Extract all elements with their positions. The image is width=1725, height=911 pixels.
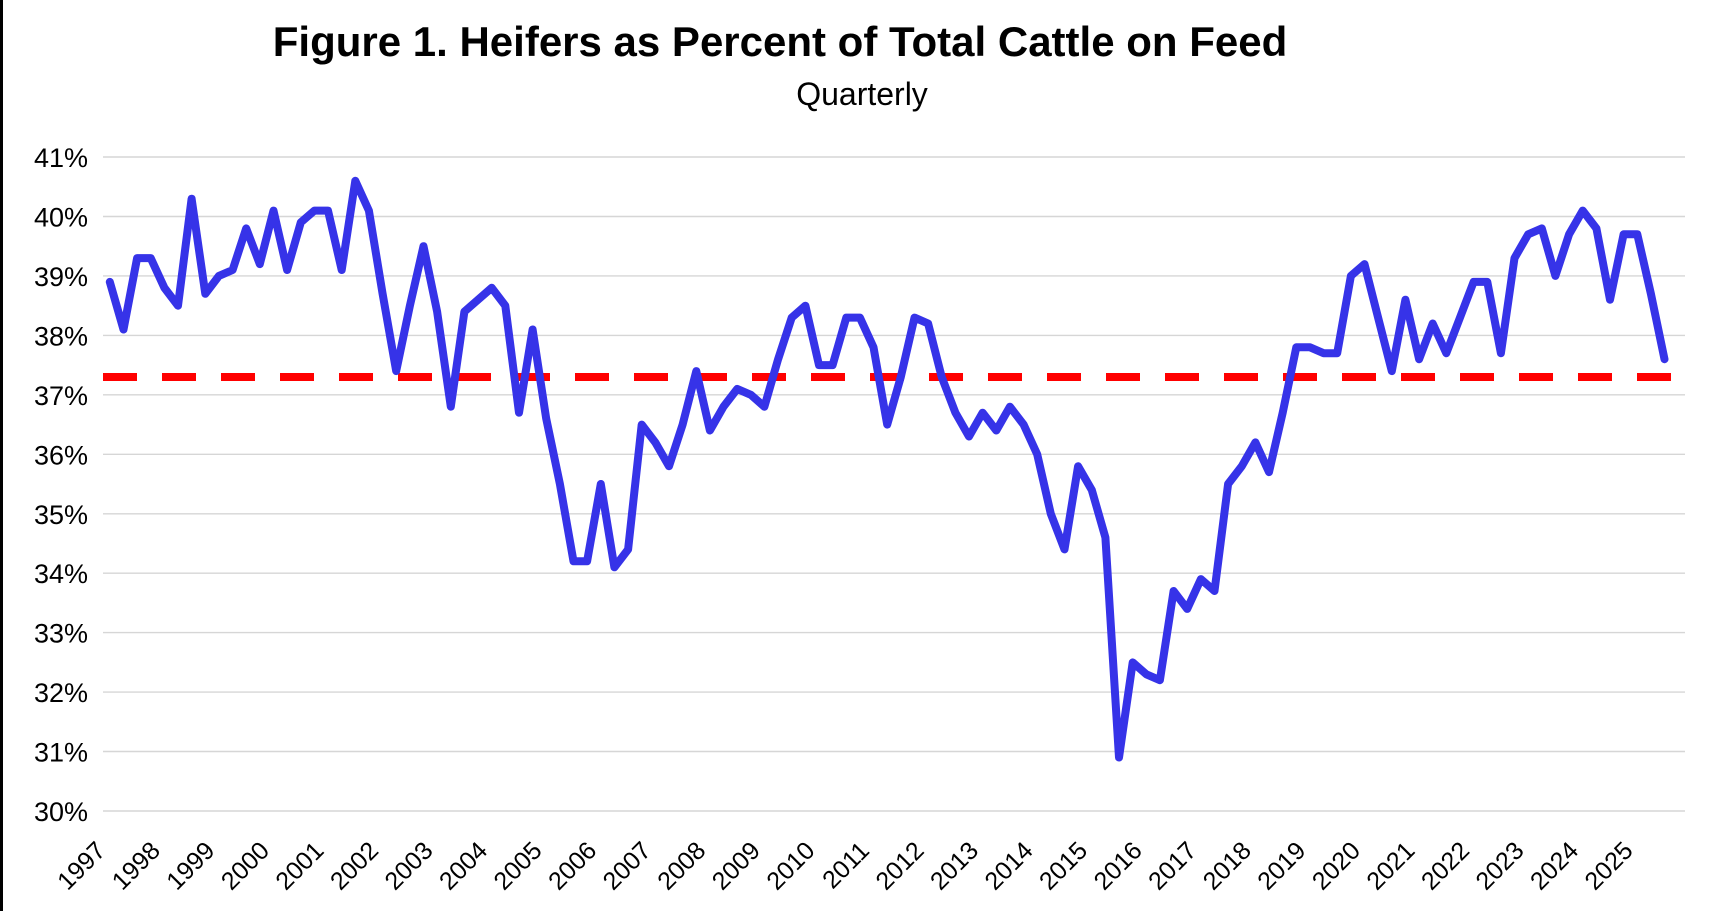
y-axis-tick-label: 35%	[34, 500, 88, 530]
x-axis-tick-label: 1999	[161, 836, 220, 895]
y-axis-tick-label: 30%	[34, 797, 88, 827]
x-axis-tick-label: 2011	[817, 836, 875, 894]
x-axis-tick-label: 2000	[216, 836, 275, 895]
x-axis-tick-label: 2017	[1143, 836, 1202, 895]
x-axis-tick-label: 2004	[434, 836, 493, 895]
x-axis-tick-label: 2013	[925, 836, 984, 895]
y-axis-tick-label: 41%	[34, 143, 88, 173]
x-axis-tick-label: 2002	[325, 836, 384, 895]
y-axis-tick-label: 36%	[34, 440, 88, 470]
x-axis-tick-label: 2007	[598, 836, 657, 895]
x-axis-tick-label: 2024	[1525, 836, 1584, 895]
x-axis-tick-label: 2018	[1198, 836, 1257, 895]
x-axis-tick-label: 2010	[761, 836, 820, 895]
data-series-line	[105, 176, 1669, 762]
x-axis-tick-label: 2001	[270, 836, 329, 895]
x-axis-tick-label: 2022	[1416, 836, 1475, 895]
left-edge-border	[0, 0, 3, 911]
y-axis-tick-label: 38%	[34, 321, 88, 351]
x-axis-tick-label: 1998	[107, 836, 166, 895]
x-axis-tick-label: 2012	[870, 836, 929, 895]
x-axis-tick-label: 2003	[379, 836, 438, 895]
x-axis-tick-label: 1997	[52, 836, 111, 895]
x-axis-tick-label: 2008	[652, 836, 711, 895]
x-axis-tick-label: 2021	[1361, 836, 1420, 895]
y-axis-tick-label: 40%	[34, 203, 88, 233]
chart-subtitle: Quarterly	[796, 76, 928, 112]
x-axis-tick-label: 2019	[1252, 836, 1311, 895]
y-axis-tick-label: 37%	[34, 381, 88, 411]
y-axis-tick-label: 34%	[34, 559, 88, 589]
x-axis-tick-label: 2009	[707, 836, 766, 895]
y-axis-tick-label: 39%	[34, 262, 88, 292]
x-axis-tick-label: 2015	[1034, 836, 1093, 895]
x-axis-tick-label: 2014	[980, 836, 1039, 895]
y-axis-tick-label: 33%	[34, 619, 88, 649]
x-axis-tick-label: 2005	[489, 836, 548, 895]
y-axis-tick-label: 31%	[34, 738, 88, 768]
chart-title: Figure 1. Heifers as Percent of Total Ca…	[272, 18, 1288, 65]
y-axis-tick-label: 32%	[34, 678, 88, 708]
x-axis-tick-label: 2016	[1089, 836, 1148, 895]
x-axis-tick-label: 2023	[1470, 836, 1529, 895]
x-axis-tick-label: 2025	[1580, 836, 1639, 895]
x-axis-tick-label: 2020	[1307, 836, 1366, 895]
x-axis-tick-label: 2006	[543, 836, 602, 895]
